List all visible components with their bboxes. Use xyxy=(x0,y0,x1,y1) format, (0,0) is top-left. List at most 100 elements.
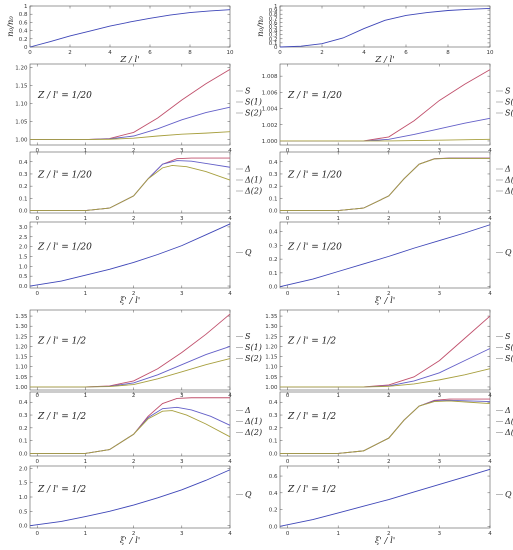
legend-entry: S xyxy=(245,332,251,341)
x-tick-label: 6 xyxy=(404,50,408,56)
x-tick-label: 0 xyxy=(35,148,39,154)
y-tick-label: 0.3 xyxy=(269,172,278,178)
x-tick-label: 3 xyxy=(180,291,184,297)
y-tick-label: 0.1 xyxy=(269,271,278,277)
x-tick-label: 4 xyxy=(228,291,232,297)
x-axis-label: ξ' / l' xyxy=(120,296,140,306)
plot-frame xyxy=(279,391,491,457)
series-line-Δ xyxy=(280,157,490,212)
panel-label: Z / l' = 1/2 xyxy=(287,412,336,422)
x-tick-label: 4 xyxy=(228,216,232,222)
panel-label: Z / l' = 1/2 xyxy=(287,337,336,347)
series-line-S(2) xyxy=(280,138,491,142)
y-tick-label: 1.15 xyxy=(265,355,278,361)
x-tick-label: 1 xyxy=(336,459,340,465)
x-tick-label: 4 xyxy=(488,148,492,154)
panel-label: Z / l' = 1/20 xyxy=(287,243,342,253)
x-tick-label: 1 xyxy=(336,291,340,297)
y-tick-label: 0.0 xyxy=(19,524,28,530)
x-tick-label: 4 xyxy=(488,459,492,465)
x-tick-label: 4 xyxy=(228,531,232,537)
series-line-Δ(1) xyxy=(30,160,231,212)
x-tick-label: 4 xyxy=(228,148,232,154)
series-line-S(2) xyxy=(280,368,491,388)
x-tick-label: 2 xyxy=(387,291,391,297)
x-tick-label: 2 xyxy=(387,531,391,537)
plot-frame xyxy=(279,221,491,289)
legend-entry: Δ(1) xyxy=(244,417,262,426)
x-tick-label: 0 xyxy=(35,393,39,399)
y-tick-label: 1.05 xyxy=(15,120,28,126)
y-tick-label: 0 xyxy=(24,45,28,51)
y-tick-label: 0.2 xyxy=(19,184,28,190)
x-tick-label: 2 xyxy=(387,216,391,222)
y-tick-label: 0.2 xyxy=(269,426,278,432)
y-tick-label: 1.5 xyxy=(19,254,28,260)
legend-entry: S(2) xyxy=(505,109,513,118)
chart-panel-p11: 0 1 2 3 4 0.0 0.1 0.2 0.3 0.4 Z / l' = 1/2 Δ Δ(1) Δ(2… xyxy=(269,391,513,465)
plot-frame xyxy=(29,5,231,48)
y-tick-label: 0.4 xyxy=(269,491,278,497)
legend-entry: S xyxy=(245,87,251,96)
x-tick-label: 4 xyxy=(488,531,492,537)
plot-frame xyxy=(29,465,231,529)
x-tick-label: 8 xyxy=(446,50,450,56)
y-tick-label: 0.2 xyxy=(19,426,28,432)
x-tick-label: 3 xyxy=(180,216,184,222)
y-tick-label: 0.6 xyxy=(269,20,278,26)
x-tick-label: 0 xyxy=(286,459,290,465)
series-line-S(2) xyxy=(30,131,231,141)
y-tick-label: 1.00 xyxy=(265,385,278,391)
legend-entry: Q xyxy=(505,490,512,499)
x-tick-label: 3 xyxy=(438,531,442,537)
series-line-S(2) xyxy=(30,358,231,388)
y-tick-label: 1.35 xyxy=(15,314,28,320)
y-tick-label: 1.20 xyxy=(15,344,28,350)
x-tick-label: 3 xyxy=(180,459,184,465)
y-tick-label: 0.4 xyxy=(269,160,278,166)
series-line-Q xyxy=(279,224,491,288)
series-line-Q xyxy=(279,468,491,527)
y-tick-label: 0.5 xyxy=(269,25,278,31)
series-line-main xyxy=(279,8,491,48)
x-tick-label: 3 xyxy=(180,148,184,154)
x-tick-label: 0 xyxy=(286,216,290,222)
x-tick-label: 2 xyxy=(132,531,136,537)
x-tick-label: 6 xyxy=(148,50,152,56)
y-tick-label: 0.6 xyxy=(19,20,28,26)
y-tick-label: 1.5 xyxy=(19,481,28,487)
plot-frame xyxy=(279,5,491,48)
y-axis-label: n₀/n₀ xyxy=(6,16,16,37)
y-tick-label: 1.00 xyxy=(15,385,28,391)
x-tick-label: 1 xyxy=(84,393,88,399)
x-tick-label: 4 xyxy=(488,216,492,222)
series-line-S xyxy=(30,313,231,388)
plot-frame xyxy=(29,221,231,289)
plot-frame xyxy=(29,151,231,214)
x-tick-label: 4 xyxy=(108,50,112,56)
y-tick-label: 0.3 xyxy=(19,413,28,419)
chart-panel-p0: 0 2 4 6 8 10 0 0.2 0.4 0.6 0.8 1 n₀/n₀ Z / l' xyxy=(6,4,234,65)
panel-label: Z / l' = 1/2 xyxy=(37,485,86,495)
x-tick-label: 0 xyxy=(35,531,39,537)
series-line-S xyxy=(30,69,231,141)
y-tick-label: 0.7 xyxy=(269,16,278,22)
x-tick-label: 3 xyxy=(180,531,184,537)
plot-frame xyxy=(29,391,231,457)
legend-entry: S xyxy=(505,332,511,341)
chart-panel-p13: 0 1 2 3 4 0.0 0.2 0.4 0.6 Z / l' = 1/2 ξ' / l' Q xyxy=(269,465,512,546)
legend-entry: S(1) xyxy=(505,98,513,107)
x-axis-label: ξ' / l' xyxy=(120,536,140,546)
series-line-Δ(2) xyxy=(30,410,231,454)
y-tick-label: 1.0 xyxy=(19,264,28,270)
x-tick-label: 2 xyxy=(132,291,136,297)
x-tick-label: 2 xyxy=(387,393,391,399)
series-line-Δ xyxy=(280,398,490,454)
y-tick-label: 0.0 xyxy=(269,451,278,457)
y-tick-label: 1.10 xyxy=(15,102,28,108)
plot-frame xyxy=(279,151,491,214)
chart-panel-p9: 0 1 2 3 41.001.051.101.151.201.251.301.35Z /… xyxy=(265,309,513,399)
series-line-Δ xyxy=(30,157,230,212)
legend-entry: Δ xyxy=(244,406,251,415)
